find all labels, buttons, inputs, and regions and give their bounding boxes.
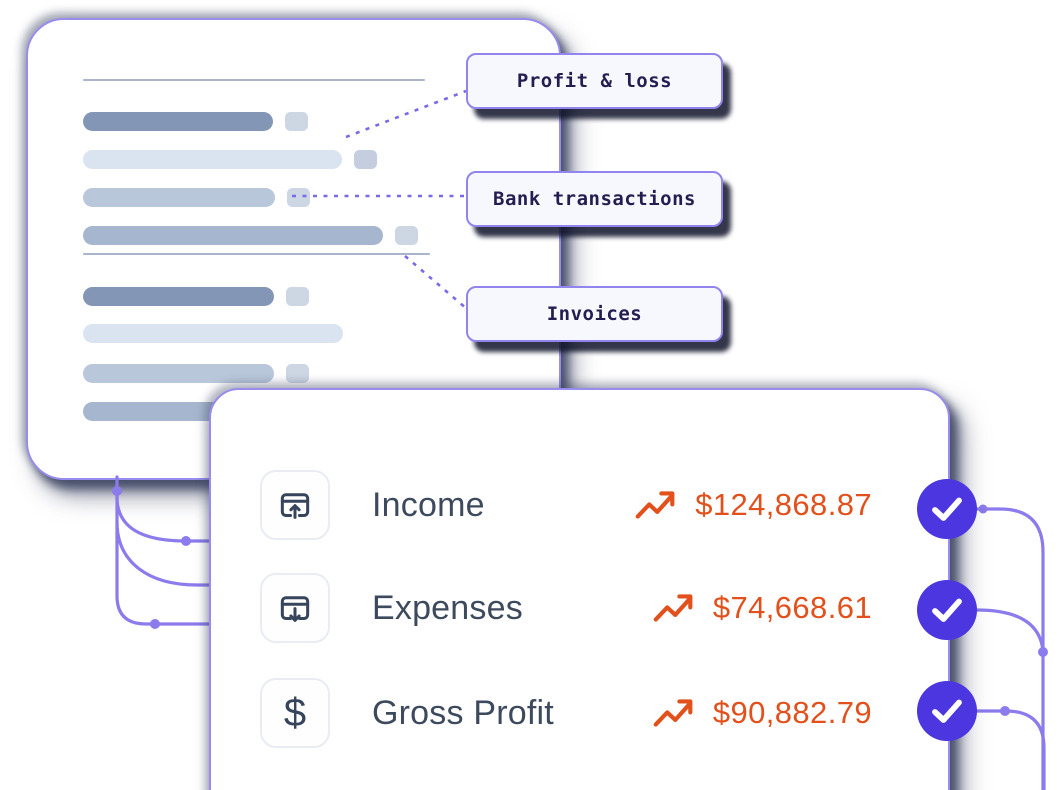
- summary-row-expenses: Expenses $74,668.61: [260, 573, 872, 643]
- skeleton-row: [83, 188, 310, 207]
- connector-node: [978, 504, 988, 514]
- row-value-group: $74,668.61: [653, 590, 872, 626]
- skeleton-row: [83, 112, 308, 131]
- skeleton-chip: [286, 287, 309, 306]
- trending-up-icon: [653, 594, 693, 622]
- connector-right-main: [975, 507, 1045, 790]
- connector-node: [1000, 706, 1010, 716]
- connector-left-branch-2: [115, 520, 211, 587]
- skeleton-divider: [83, 79, 425, 81]
- trending-up-icon: [635, 491, 675, 519]
- row-label: Expenses: [372, 588, 523, 627]
- connector-node: [112, 486, 122, 496]
- check-icon: [932, 699, 962, 723]
- row-value-group: $124,868.87: [635, 487, 872, 523]
- connector-node: [181, 536, 191, 546]
- row-label: Income: [372, 485, 485, 524]
- skeleton-chip: [286, 364, 309, 383]
- skeleton-row: [83, 287, 309, 306]
- callout-label: Invoices: [546, 303, 643, 325]
- row-amount: $74,668.61: [712, 590, 872, 625]
- callout-bank-transactions: Bank transactions: [466, 171, 723, 227]
- skeleton-row: [83, 226, 418, 245]
- row-amount: $124,868.87: [695, 487, 872, 522]
- skeleton-row: [83, 364, 309, 383]
- skeleton-chip: [354, 150, 377, 169]
- callout-profit-loss: Profit & loss: [466, 53, 723, 109]
- connector-right-branch-2: [975, 709, 1046, 790]
- check-badge-income: [917, 479, 977, 539]
- expenses-icon-box: [260, 573, 330, 643]
- skeleton-bar: [83, 150, 342, 169]
- check-badge-gross-profit: [917, 681, 977, 741]
- row-value-group: $90,882.79: [653, 695, 872, 731]
- card-arrow-up-icon: [280, 493, 310, 519]
- skeleton-row: [83, 150, 377, 169]
- connector-node: [1038, 647, 1048, 657]
- check-icon: [932, 497, 962, 521]
- skeleton-chip: [395, 226, 418, 245]
- connector-node: [150, 619, 160, 629]
- skeleton-bar: [83, 112, 273, 131]
- skeleton-bar: [83, 226, 383, 245]
- check-icon: [932, 598, 962, 622]
- skeleton-bar: [83, 188, 275, 207]
- callout-label: Profit & loss: [516, 70, 673, 92]
- trending-up-icon: [653, 699, 693, 727]
- skeleton-bar: [83, 364, 274, 383]
- skeleton-bar: [83, 324, 343, 343]
- card-arrow-down-icon: [280, 596, 310, 622]
- gross-profit-icon-box: $: [260, 678, 330, 748]
- income-icon-box: [260, 470, 330, 540]
- financial-summary-card: Income $124,868.87 Expenses: [209, 388, 950, 790]
- connector-left-branch-1: [115, 495, 211, 543]
- connector-right-branch-1: [975, 608, 1045, 653]
- callout-label: Bank transactions: [493, 188, 696, 210]
- summary-row-gross-profit: $ Gross Profit $90,882.79: [260, 678, 872, 748]
- skeleton-chip: [285, 112, 308, 131]
- check-badge-expenses: [917, 580, 977, 640]
- skeleton-bar: [83, 287, 274, 306]
- skeleton-divider: [83, 253, 430, 255]
- skeleton-chip: [287, 188, 310, 207]
- connector-left-main: [115, 475, 211, 626]
- callout-invoices: Invoices: [466, 286, 723, 342]
- dollar-icon: $: [283, 691, 307, 735]
- skeleton-row: [83, 324, 343, 343]
- summary-row-income: Income $124,868.87: [260, 470, 872, 540]
- row-amount: $90,882.79: [712, 695, 872, 730]
- row-label: Gross Profit: [372, 693, 554, 732]
